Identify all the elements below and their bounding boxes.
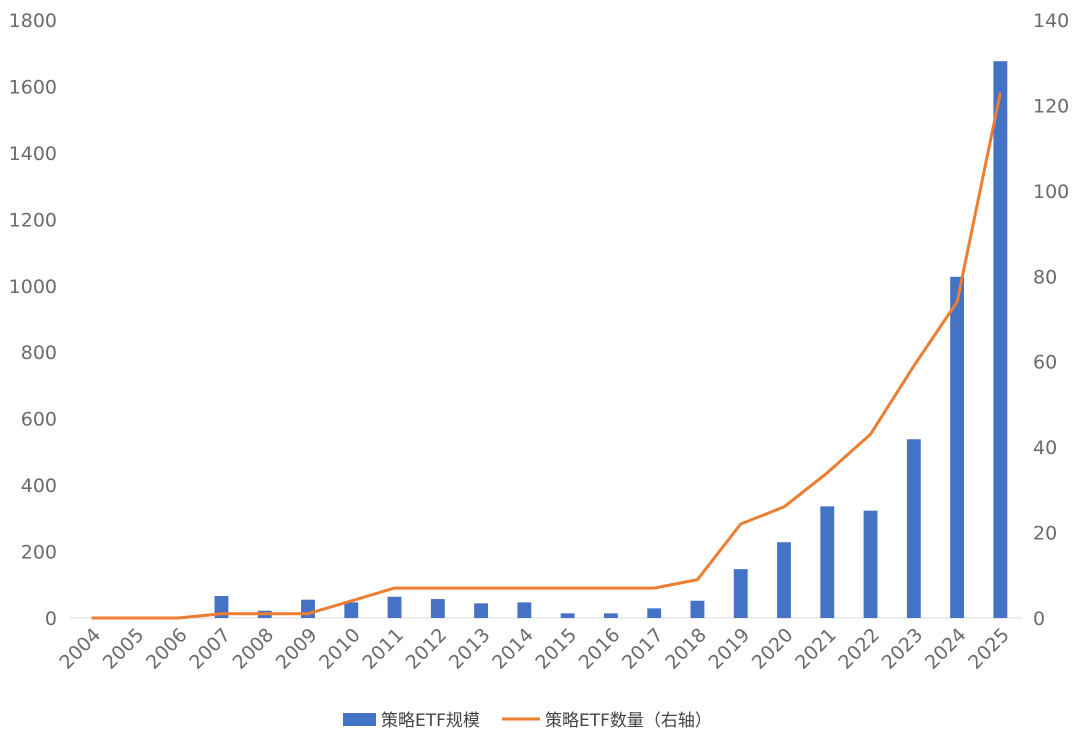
bar-2015	[560, 613, 575, 618]
left-axis-ticks: 0 200 400 600 800 1000 1200 1400 1600 1800	[9, 10, 57, 630]
right-axis-ticks: 0 20 40 60 80 100 120 140	[1033, 10, 1069, 630]
right-tick-label: 100	[1033, 181, 1069, 203]
left-tick-label: 0	[45, 608, 57, 630]
legend-line-label: 策略ETF数量（右轴）	[545, 711, 712, 731]
x-tick-label: 2019	[705, 624, 755, 674]
right-tick-label: 80	[1033, 266, 1057, 288]
bar-2022	[863, 510, 878, 618]
x-tick-label: 2012	[402, 624, 452, 674]
x-tick-label: 2004	[55, 624, 105, 674]
bar-2009	[301, 599, 315, 618]
left-tick-label: 600	[21, 409, 57, 431]
x-tick-label: 2022	[834, 624, 884, 674]
x-axis-ticks: 2004200520062007200820092010201120122013…	[55, 624, 1013, 674]
right-tick-label: 120	[1033, 95, 1069, 117]
left-tick-label: 1200	[9, 209, 57, 231]
x-tick-label: 2011	[358, 624, 408, 674]
right-tick-label: 140	[1033, 10, 1069, 32]
x-tick-label: 2020	[748, 624, 798, 674]
x-tick-label: 2007	[185, 624, 235, 674]
bar-2025	[993, 61, 1008, 618]
bar-2019	[733, 569, 748, 618]
bar-2021	[820, 506, 835, 618]
bar-2018	[690, 600, 705, 618]
x-tick-label: 2010	[315, 624, 365, 674]
x-tick-label: 2014	[488, 624, 538, 674]
x-tick-label: 2023	[878, 624, 928, 674]
x-tick-label: 2016	[575, 624, 625, 674]
legend-bar-swatch	[343, 713, 376, 726]
x-tick-label: 2017	[618, 624, 668, 674]
left-tick-label: 200	[21, 542, 57, 564]
left-tick-label: 1600	[9, 76, 57, 98]
x-tick-label: 2024	[921, 624, 971, 674]
right-tick-label: 20	[1033, 523, 1057, 545]
right-tick-label: 40	[1033, 437, 1057, 459]
x-tick-label: 2005	[99, 624, 149, 674]
bar-2013	[474, 603, 489, 618]
bar-2011	[387, 596, 402, 618]
bar-2023	[906, 439, 921, 618]
x-tick-label: 2025	[964, 624, 1014, 674]
bar-2016	[603, 613, 618, 618]
legend: 策略ETF规模 策略ETF数量（右轴）	[343, 711, 712, 731]
x-tick-label: 2008	[229, 624, 279, 674]
bar-series	[214, 61, 1008, 618]
bar-2024	[950, 276, 965, 618]
right-tick-label: 60	[1033, 352, 1057, 374]
x-tick-label: 2021	[791, 624, 841, 674]
line-series	[91, 92, 1002, 620]
bar-2010	[344, 602, 359, 618]
x-tick-label: 2015	[531, 624, 581, 674]
legend-bar-label: 策略ETF规模	[381, 711, 480, 731]
left-tick-label: 1800	[9, 10, 57, 32]
bar-2017	[647, 608, 662, 618]
bar-2014	[517, 602, 532, 618]
right-tick-label: 0	[1033, 608, 1045, 630]
left-tick-label: 800	[21, 342, 57, 364]
left-tick-label: 1400	[9, 143, 57, 165]
x-tick-label: 2006	[142, 624, 192, 674]
bar-2020	[777, 542, 791, 618]
x-tick-label: 2013	[445, 624, 495, 674]
left-tick-label: 400	[21, 475, 57, 497]
line-path	[91, 92, 1002, 620]
x-tick-label: 2018	[661, 624, 711, 674]
x-tick-label: 2009	[272, 624, 322, 674]
bar-2012	[430, 599, 445, 618]
left-tick-label: 1000	[9, 276, 57, 298]
